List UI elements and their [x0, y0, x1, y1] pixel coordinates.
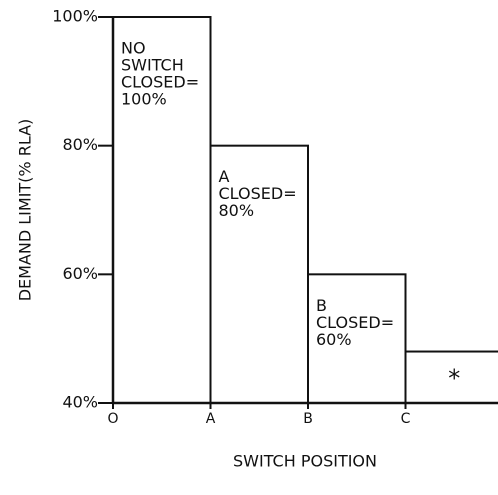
x-tick-label: B — [303, 411, 313, 427]
annotation: CLOSED= — [219, 184, 297, 203]
annotation: A — [219, 167, 230, 186]
x-tick-label: A — [206, 411, 216, 427]
bar — [404, 350, 498, 404]
annotation: NO — [121, 39, 146, 58]
y-tick-label: 60% — [62, 264, 98, 283]
x-tick-label: O — [107, 411, 118, 427]
y-tick-label: 40% — [62, 393, 98, 412]
x-tick-label: C — [401, 411, 411, 427]
bar — [209, 144, 309, 405]
x-axis-label: SWITCH POSITION — [233, 452, 377, 471]
annotation: CLOSED= — [316, 313, 394, 332]
y-axis-label: DEMAND LIMIT(% RLA) — [16, 119, 35, 302]
annotation: CLOSED= — [121, 73, 199, 92]
y-tick-label: 100% — [52, 7, 98, 26]
bar — [307, 273, 407, 405]
bar — [112, 16, 212, 404]
annotation: SWITCH — [121, 56, 184, 75]
annotation: 80% — [219, 201, 255, 220]
annotation: 100% — [121, 90, 167, 109]
annotation: 60% — [316, 330, 352, 349]
annotation: B — [316, 296, 327, 315]
annotation: * — [448, 364, 460, 392]
y-tick-label: 80% — [62, 135, 98, 154]
